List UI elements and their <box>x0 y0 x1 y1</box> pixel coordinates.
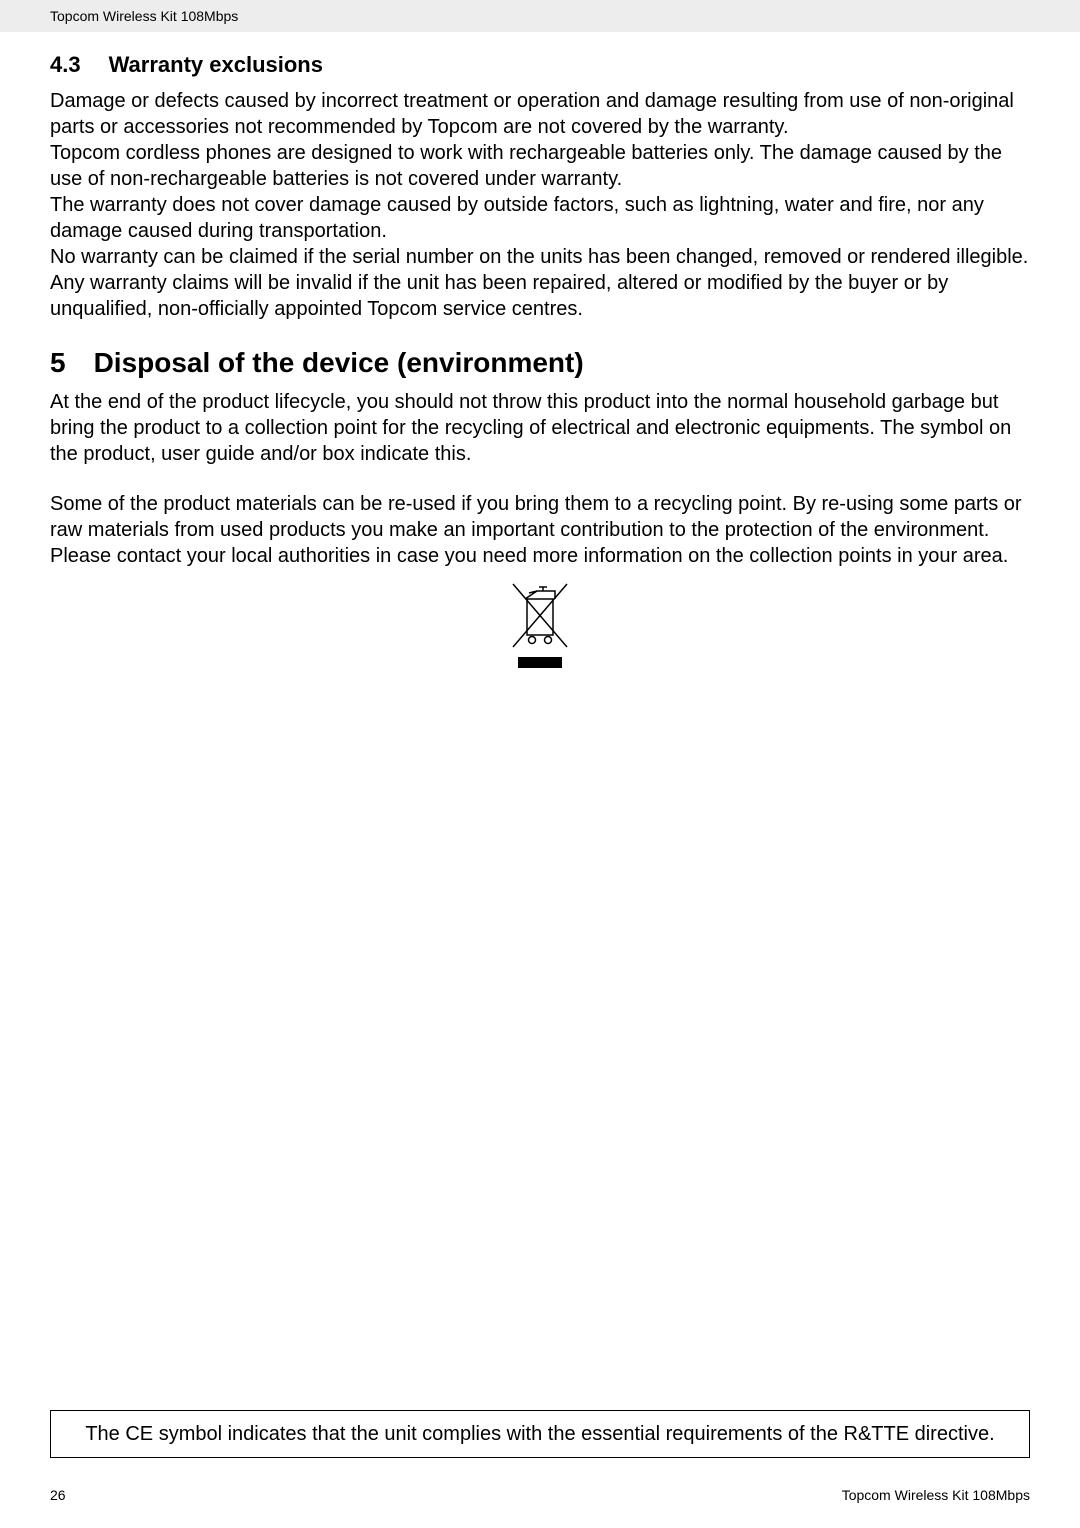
section-4-3-p3: The warranty does not cover damage cause… <box>50 192 1030 244</box>
page-footer: 26 Topcom Wireless Kit 108Mbps <box>50 1487 1030 1503</box>
section-4-3-p4: No warranty can be claimed if the serial… <box>50 244 1030 270</box>
footer-page-number: 26 <box>50 1487 66 1503</box>
section-4-3-p1: Damage or defects caused by incorrect tr… <box>50 88 1030 140</box>
section-4-3-heading: 4.3 Warranty exclusions <box>50 52 1030 78</box>
section-5-p2: Some of the product materials can be re-… <box>50 491 1030 543</box>
page-content: 4.3 Warranty exclusions Damage or defects… <box>0 52 1080 674</box>
section-4-3-title: Warranty exclusions <box>109 52 323 77</box>
footer-product-name: Topcom Wireless Kit 108Mbps <box>842 1487 1030 1503</box>
section-5-number: 5 <box>50 347 66 379</box>
section-5-p1: At the end of the product lifecycle, you… <box>50 389 1030 467</box>
ce-compliance-text: The CE symbol indicates that the unit co… <box>85 1423 994 1445</box>
weee-disposal-icon <box>50 579 1030 674</box>
section-5-p3: Please contact your local authorities in… <box>50 543 1030 569</box>
section-4-3-number: 4.3 <box>50 52 81 78</box>
section-5-title: Disposal of the device (environment) <box>94 347 584 378</box>
ce-compliance-box: The CE symbol indicates that the unit co… <box>50 1410 1030 1458</box>
section-4-3-p2: Topcom cordless phones are designed to w… <box>50 140 1030 192</box>
section-4-3-p5: Any warranty claims will be invalid if t… <box>50 270 1030 322</box>
header-bar: Topcom Wireless Kit 108Mbps <box>0 0 1080 32</box>
section-5-heading: 5 Disposal of the device (environment) <box>50 347 1030 379</box>
header-product: Topcom Wireless Kit 108Mbps <box>50 8 238 24</box>
